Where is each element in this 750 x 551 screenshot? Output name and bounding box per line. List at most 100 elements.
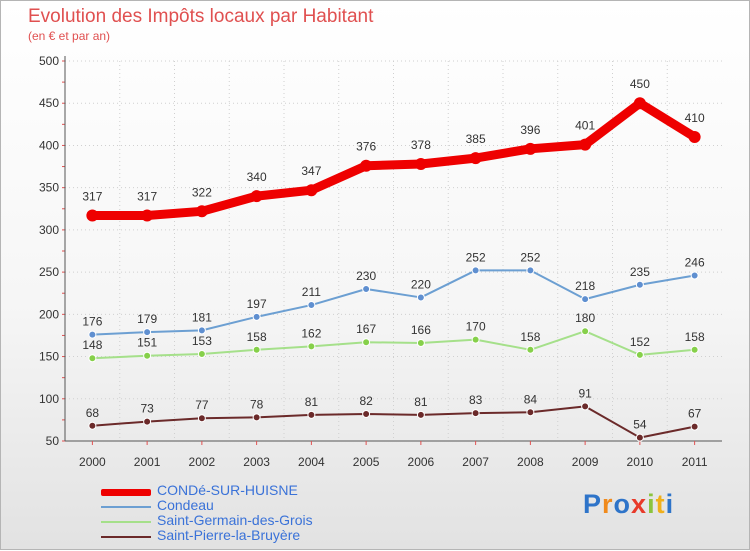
data-point-0 <box>469 152 482 165</box>
data-point-0 <box>250 190 263 203</box>
y-tick-label: 500 <box>39 54 59 68</box>
data-label-0: 340 <box>247 170 267 184</box>
data-point-3 <box>197 414 206 423</box>
proxiti-logo: Proxiti <box>583 489 675 519</box>
data-label-0: 317 <box>82 190 102 204</box>
data-point-3 <box>252 413 261 422</box>
y-tick-label: 50 <box>46 434 60 448</box>
data-label-3: 81 <box>305 395 319 409</box>
data-label-3: 54 <box>633 418 647 432</box>
chart-title: Evolution des Impôts locaux par Habitant <box>28 6 374 27</box>
x-tick-label: 2000 <box>79 455 106 469</box>
y-tick-label: 250 <box>39 265 59 279</box>
data-point-1 <box>143 328 152 337</box>
legend-label-conde: CONDé-SUR-HUISNE <box>157 482 298 498</box>
data-point-2 <box>362 338 371 347</box>
data-point-2 <box>635 350 644 359</box>
x-tick-label: 2004 <box>298 455 325 469</box>
y-tick-label: 200 <box>39 307 59 321</box>
chart-subtitle: (en € et par an) <box>28 29 111 43</box>
y-tick-label: 400 <box>39 138 59 152</box>
data-label-3: 67 <box>688 407 702 421</box>
y-tick-label: 150 <box>39 350 59 364</box>
data-label-1: 211 <box>302 285 321 299</box>
data-label-3: 73 <box>140 402 154 416</box>
data-label-3: 83 <box>469 393 483 407</box>
x-tick-label: 2010 <box>627 455 654 469</box>
data-point-1 <box>88 330 97 339</box>
data-point-3 <box>143 417 152 426</box>
legend-swatch-condeau <box>101 506 151 508</box>
data-point-3 <box>88 421 97 430</box>
data-label-2: 167 <box>356 322 376 336</box>
legend-swatch-conde <box>101 489 151 496</box>
data-point-0 <box>141 209 154 222</box>
data-label-1: 176 <box>82 315 102 329</box>
data-label-0: 385 <box>466 132 486 146</box>
data-label-3: 91 <box>578 386 592 400</box>
legend-swatch-saint-germain <box>101 521 151 523</box>
data-label-1: 218 <box>575 279 595 293</box>
data-label-0: 317 <box>137 190 157 204</box>
data-label-0: 450 <box>630 77 650 91</box>
data-point-1 <box>581 295 590 304</box>
data-label-1: 179 <box>137 312 157 326</box>
data-point-2 <box>416 339 425 348</box>
data-point-0 <box>360 159 373 172</box>
data-label-2: 153 <box>192 334 212 348</box>
data-point-2 <box>88 354 97 363</box>
data-point-2 <box>252 345 261 354</box>
data-point-3 <box>362 409 371 418</box>
series-line-0 <box>87 98 700 221</box>
data-label-0: 396 <box>520 123 540 137</box>
y-tick-label: 100 <box>39 392 59 406</box>
data-point-1 <box>471 266 480 275</box>
series-line-3 <box>91 405 696 439</box>
data-label-0: 376 <box>356 140 376 154</box>
data-label-1: 235 <box>630 265 650 279</box>
data-label-2: 158 <box>520 330 540 344</box>
data-label-2: 170 <box>466 320 486 334</box>
data-point-3 <box>690 422 699 431</box>
data-point-1 <box>635 280 644 289</box>
data-label-0: 322 <box>192 185 212 199</box>
data-point-2 <box>307 342 316 351</box>
data-label-2: 151 <box>137 336 157 350</box>
data-point-0 <box>414 158 427 171</box>
x-tick-label: 2003 <box>243 455 270 469</box>
x-tick-label: 2002 <box>189 455 216 469</box>
y-tick-label: 450 <box>39 96 59 110</box>
data-label-1: 252 <box>520 250 540 264</box>
data-point-2 <box>471 335 480 344</box>
data-label-3: 68 <box>86 406 100 420</box>
data-label-1: 252 <box>466 250 486 264</box>
data-point-0 <box>305 184 318 197</box>
data-label-0: 401 <box>575 119 595 133</box>
data-point-3 <box>471 409 480 418</box>
data-label-0: 347 <box>301 164 321 178</box>
data-point-2 <box>581 327 590 336</box>
series-line-1 <box>91 269 696 336</box>
data-label-2: 166 <box>411 323 431 337</box>
data-label-3: 77 <box>195 398 209 412</box>
x-tick-label: 2009 <box>572 455 599 469</box>
data-label-2: 158 <box>247 330 267 344</box>
data-point-1 <box>252 312 261 321</box>
data-label-2: 148 <box>82 338 102 352</box>
x-tick-label: 2011 <box>682 455 708 469</box>
y-tick-label: 300 <box>39 223 59 237</box>
legend-swatch-saint-pierre <box>101 536 151 538</box>
data-label-3: 84 <box>524 392 538 406</box>
data-label-0: 410 <box>685 111 705 125</box>
data-point-0 <box>195 205 208 218</box>
x-tick-label: 2008 <box>517 455 544 469</box>
data-point-3 <box>635 433 644 442</box>
legend-label-saint-pierre: Saint-Pierre-la-Bruyère <box>157 527 301 543</box>
data-point-2 <box>690 345 699 354</box>
data-point-1 <box>416 293 425 302</box>
legend-label-saint-germain: Saint-Germain-des-Grois <box>157 512 313 528</box>
data-label-3: 78 <box>250 397 264 411</box>
data-point-0 <box>524 142 537 155</box>
data-label-3: 81 <box>414 395 428 409</box>
data-point-1 <box>526 266 535 275</box>
